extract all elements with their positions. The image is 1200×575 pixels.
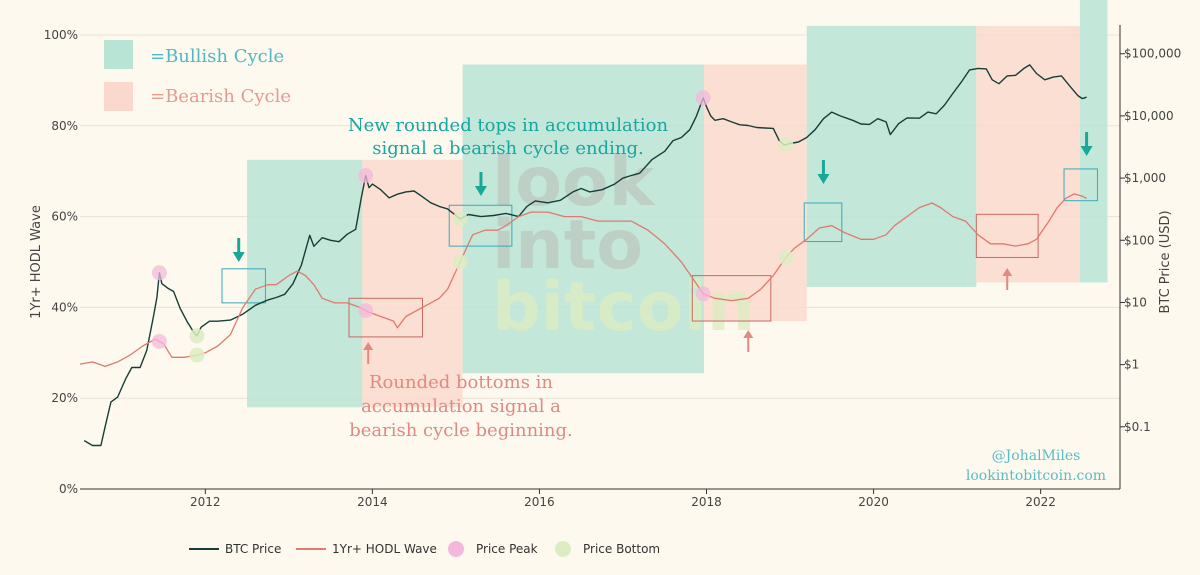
bearish-cycle-region-5: [976, 25, 1080, 283]
bullish-cycle-region-6: [1079, 0, 1108, 283]
price-bottom-marker-2: [778, 137, 794, 153]
price-bottom-marker-0: [189, 328, 205, 344]
price-peak-marker-3: [151, 333, 167, 349]
bearish-swatch: [104, 82, 133, 111]
bullish-cycle-region-2: [462, 64, 704, 374]
btc-price-line: [83, 64, 1087, 447]
x-tick-label: 2016: [524, 495, 555, 509]
legend-peak-swatch: [448, 541, 464, 557]
y-right-tick-label: $10: [1124, 295, 1147, 309]
up-arrow-head-1: [743, 330, 754, 338]
down-arrow-head-0: [232, 252, 245, 262]
y-left-tick-label: 0%: [59, 482, 78, 496]
price-bottom-marker-3: [189, 347, 205, 363]
price-peak-marker-1: [358, 168, 374, 184]
bottom-annotation-line-3: bearish cycle beginning.: [349, 420, 573, 441]
bullish-cycle-region-4: [806, 25, 977, 287]
legend-hodl-label[interactable]: 1Yr+ HODL Wave: [332, 542, 437, 556]
bottom-annotation-line-1: Rounded bottoms in: [369, 372, 553, 393]
rounded-top-box-3: [1063, 168, 1098, 202]
price-bottom-marker-1: [452, 211, 468, 227]
watermark-into: into: [492, 206, 643, 285]
up-arrow-head-2: [1002, 268, 1013, 276]
rounded-top-box-2: [803, 202, 843, 243]
down-arrow-head-2: [817, 174, 830, 184]
bottom-annotation: Rounded bottoms in accumulation signal a…: [349, 372, 573, 441]
rounded-bottom-box-0: [348, 297, 423, 338]
legend-peak-label[interactable]: Price Peak: [476, 542, 538, 556]
annotation-boxes: [221, 168, 1098, 338]
bullish-cycle-region-0: [247, 159, 363, 408]
bottom-annotation-line-2: accumulation signal a: [361, 396, 561, 417]
bearish-label: =Bearish Cycle: [150, 86, 291, 107]
hodl-wave-line: [79, 193, 1087, 368]
up-arrow-head-0: [363, 342, 374, 350]
y-left-tick-label: 60%: [51, 210, 78, 224]
down-arrow-head-1: [474, 186, 487, 196]
watermark: look into bitcoin: [492, 143, 755, 347]
cycle-key: =Bullish Cycle =Bearish Cycle: [104, 40, 291, 111]
annotation-arrows: [232, 132, 1093, 364]
y-left-tick-label: 40%: [51, 300, 78, 314]
legend-btc-label[interactable]: BTC Price: [225, 542, 281, 556]
top-annotation-line-2: signal a bearish cycle ending.: [372, 138, 643, 159]
price-peak-marker-0: [151, 265, 167, 281]
y-left-tick-label: 20%: [51, 391, 78, 405]
top-annotation-line-1: New rounded tops in accumulation: [348, 115, 669, 136]
x-tick-label: 2014: [357, 495, 388, 509]
bearish-cycle-region-3: [704, 64, 807, 322]
watermark-look: look: [492, 143, 656, 222]
peak-bottom-markers: [151, 90, 794, 363]
rounded-bottom-box-1: [691, 275, 772, 322]
price-bottom-marker-5: [778, 249, 794, 265]
price-peak-marker-5: [695, 286, 711, 302]
rounded-top-box-1: [448, 204, 513, 247]
bullish-swatch: [104, 40, 133, 69]
credit: @JohalMiles lookintobitcoin.com: [966, 448, 1106, 484]
x-tick-label: 2020: [858, 495, 889, 509]
y-right-tick-label: $0.1: [1124, 420, 1151, 434]
y-right-title: BTC Price (USD): [1158, 210, 1173, 313]
credit-handle: @JohalMiles: [992, 448, 1081, 464]
y-left-tick-label: 80%: [51, 119, 78, 133]
axes: 0% 20% 40% 60% 80% 100% $0.1 $1 $10 $100 $1,000 $10…: [44, 25, 1181, 509]
y-right-tick-label: $1,000: [1124, 171, 1166, 185]
x-tick-label: 2018: [691, 495, 722, 509]
bearish-cycle-region-1: [362, 159, 463, 408]
cycle-regions: [247, 0, 1108, 408]
legend-bottom-swatch: [555, 541, 571, 557]
y-right-tick-label: $100,000: [1124, 47, 1181, 61]
y-right-tick-label: $1: [1124, 358, 1139, 372]
price-bottom-marker-4: [452, 254, 468, 270]
bullish-label: =Bullish Cycle: [150, 46, 284, 67]
y-left-tick-label: 100%: [44, 28, 78, 42]
series-lines: [79, 64, 1087, 447]
y-left-title: 1Yr+ HODL Wave: [29, 205, 44, 319]
watermark-bitcoin: bitcoin: [492, 268, 755, 347]
down-arrow-head-3: [1080, 146, 1093, 156]
x-tick-label: 2012: [190, 495, 221, 509]
legend-bottom-label[interactable]: Price Bottom: [583, 542, 660, 556]
y-right-tick-label: $100: [1124, 233, 1155, 247]
x-tick-label: 2022: [1025, 495, 1056, 509]
y-right-tick-label: $10,000: [1124, 109, 1174, 123]
top-annotation: New rounded tops in accumulation signal …: [348, 115, 669, 159]
price-peak-marker-2: [695, 90, 711, 106]
legend: BTC Price 1Yr+ HODL Wave Price Peak Pric…: [189, 541, 660, 557]
price-peak-marker-4: [358, 303, 374, 319]
credit-site: lookintobitcoin.com: [966, 468, 1106, 484]
